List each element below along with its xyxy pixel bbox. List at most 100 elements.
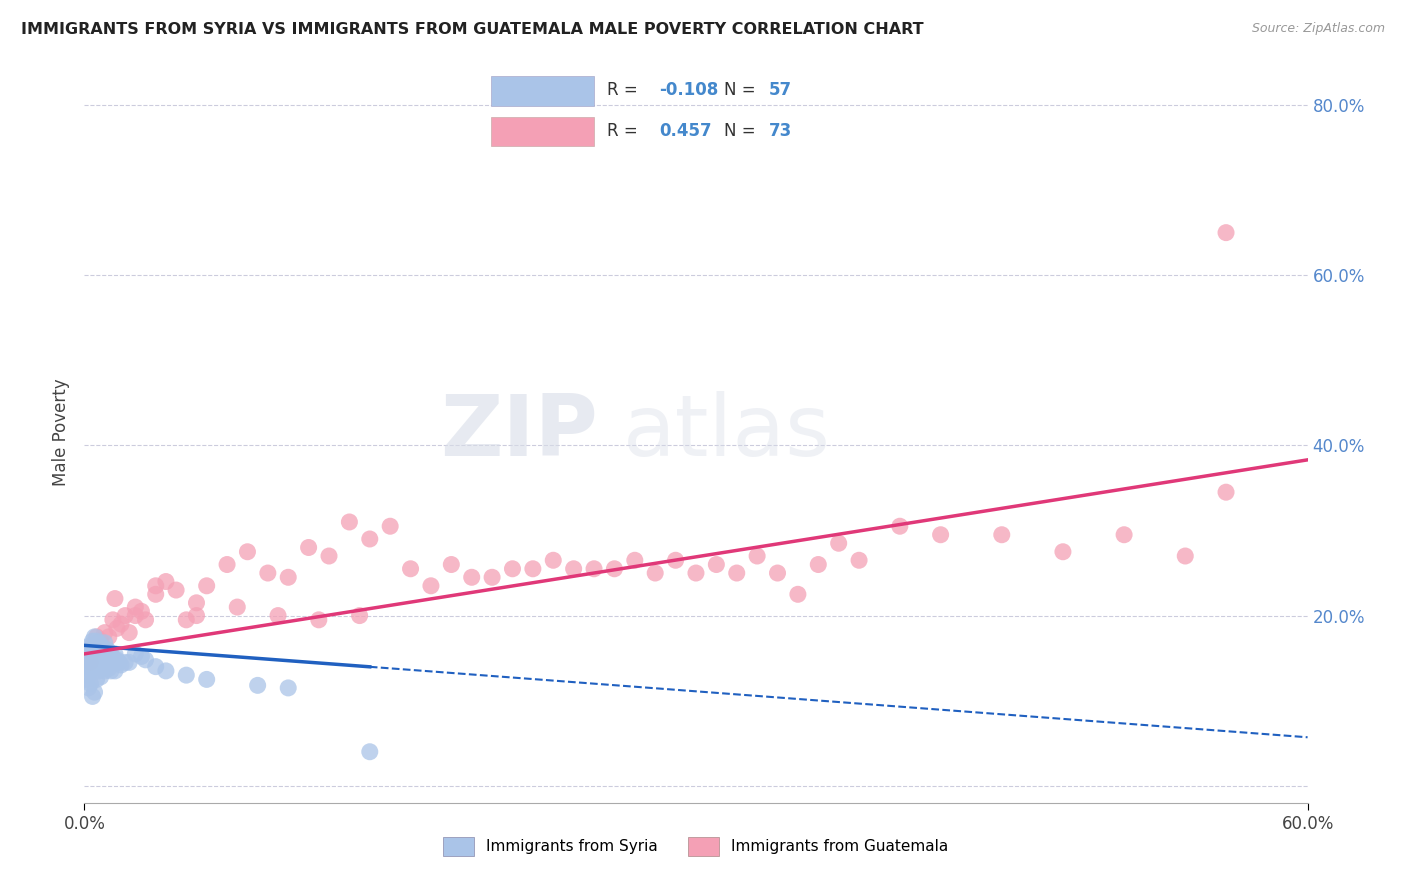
Point [543, 553, 565, 567]
Point [118, 625, 141, 640]
Point [420, 579, 443, 593]
Point [1215, 485, 1237, 500]
Point [131, 604, 153, 618]
Point [318, 549, 340, 563]
Point [87, 636, 110, 650]
Text: Source: ZipAtlas.com: Source: ZipAtlas.com [1251, 22, 1385, 36]
Point [522, 562, 544, 576]
Point [124, 608, 146, 623]
Point [79, 656, 101, 670]
Point [165, 582, 187, 597]
Point [787, 587, 810, 601]
Point [186, 596, 208, 610]
Point [83, 630, 105, 644]
Point [359, 745, 381, 759]
Point [174, 668, 197, 682]
Point [91, 640, 114, 655]
Point [186, 608, 208, 623]
Point [583, 562, 606, 576]
Point [93, 664, 115, 678]
Point [83, 656, 105, 670]
Point [75, 647, 97, 661]
Point [82, 639, 104, 653]
Point [79, 639, 101, 653]
Point [145, 579, 167, 593]
Point [991, 527, 1014, 541]
Point [135, 613, 157, 627]
Point [848, 553, 870, 567]
Point [90, 651, 112, 665]
Point [75, 659, 97, 673]
Point [502, 562, 524, 576]
Point [86, 647, 108, 661]
Point [96, 659, 118, 673]
Point [257, 566, 280, 580]
Point [110, 657, 132, 672]
Point [461, 570, 484, 584]
Point [77, 642, 100, 657]
Point [236, 545, 259, 559]
Point [339, 515, 361, 529]
Point [226, 600, 249, 615]
Point [86, 673, 108, 687]
Point [1052, 545, 1074, 559]
Point [96, 642, 118, 657]
Point [91, 657, 114, 672]
Point [87, 639, 110, 653]
Point [101, 651, 124, 665]
Point [82, 647, 104, 661]
Point [75, 647, 97, 661]
Point [747, 549, 769, 563]
Point [97, 644, 120, 658]
Point [93, 625, 115, 640]
Point [87, 649, 110, 664]
Point [440, 558, 463, 572]
Point [349, 608, 371, 623]
Point [644, 566, 666, 580]
Point [1114, 527, 1136, 541]
Point [135, 653, 157, 667]
Point [308, 613, 330, 627]
Point [105, 621, 128, 635]
Point [82, 634, 104, 648]
Point [277, 570, 299, 584]
Point [97, 661, 120, 675]
Point [90, 639, 112, 653]
Point [97, 630, 120, 644]
Point [90, 670, 112, 684]
Point [93, 647, 115, 661]
Point [75, 673, 97, 687]
Point [1215, 226, 1237, 240]
Point [118, 656, 141, 670]
Text: atlas: atlas [623, 391, 831, 475]
Legend: Immigrants from Syria, Immigrants from Guatemala: Immigrants from Syria, Immigrants from G… [437, 831, 955, 862]
Point [217, 558, 239, 572]
Point [77, 656, 100, 670]
Point [90, 634, 112, 648]
Point [100, 664, 122, 678]
Point [79, 664, 101, 678]
Point [86, 634, 108, 648]
Point [562, 562, 585, 576]
Point [77, 668, 100, 682]
Point [298, 541, 321, 555]
Point [100, 647, 122, 661]
Point [131, 649, 153, 664]
Point [145, 587, 167, 601]
Point [145, 659, 167, 673]
Point [706, 558, 728, 572]
Point [104, 664, 127, 678]
Point [124, 647, 146, 661]
Point [124, 600, 146, 615]
Point [685, 566, 707, 580]
Point [87, 664, 110, 678]
Point [114, 656, 136, 670]
Point [1174, 549, 1197, 563]
Y-axis label: Male Poverty: Male Poverty [52, 379, 70, 486]
Point [174, 613, 197, 627]
Point [828, 536, 851, 550]
Point [82, 690, 104, 704]
Point [104, 647, 127, 661]
Point [481, 570, 503, 584]
Point [246, 678, 269, 692]
